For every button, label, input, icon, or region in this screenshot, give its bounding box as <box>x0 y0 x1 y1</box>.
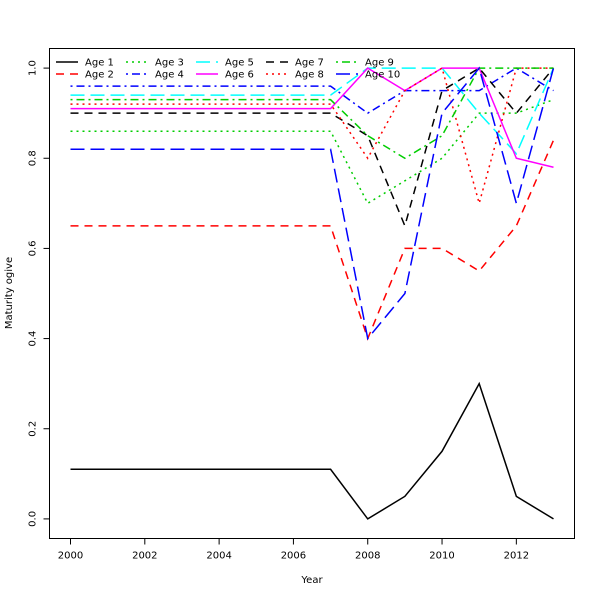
legend-label-age-4: Age 4 <box>155 70 184 81</box>
legend-label-age-8: Age 8 <box>295 70 324 81</box>
series-line-age-4 <box>70 67 554 115</box>
series-line-age-3 <box>70 98 554 205</box>
series-line-age-1 <box>70 381 554 520</box>
x-tick-label: 2000 <box>58 551 83 562</box>
legend-label-age-7: Age 7 <box>295 58 324 69</box>
y-tick-label: 1.0 <box>28 60 39 76</box>
legend-label-age-3: Age 3 <box>155 58 184 69</box>
y-tick-label: 0.8 <box>28 150 39 166</box>
x-tick-label: 2008 <box>355 551 380 562</box>
y-axis-title: Maturity ogive <box>4 257 15 329</box>
x-tick-label: 2010 <box>429 551 454 562</box>
series-line-age-8 <box>70 66 554 207</box>
legend-label-age-10: Age 10 <box>365 70 400 81</box>
legend-label-age-2: Age 2 <box>85 70 114 81</box>
x-tick-label: 2012 <box>504 551 529 562</box>
plot-frame <box>49 48 575 539</box>
series-line-age-9 <box>70 67 554 160</box>
series-line-age-2 <box>70 139 555 341</box>
y-tick-label: 0.0 <box>28 511 39 527</box>
series-line-age-7 <box>70 67 555 229</box>
plot-lines <box>70 66 555 520</box>
series-line-age-5 <box>70 67 555 156</box>
legend-label-age-9: Age 9 <box>365 58 394 69</box>
x-tick-label: 2006 <box>281 551 306 562</box>
x-tick-label: 2004 <box>206 551 231 562</box>
y-tick-label: 0.2 <box>28 421 39 437</box>
y-axis: 0.0 0.2 0.4 0.6 0.8 1.0 <box>28 60 50 527</box>
legend-label-age-1: Age 1 <box>85 58 114 69</box>
series-line-age-6 <box>70 67 554 169</box>
x-tick-label: 2002 <box>132 551 157 562</box>
x-axis-title: Year <box>300 575 323 586</box>
y-tick-label: 0.6 <box>28 240 39 256</box>
x-axis: 2000 2002 2004 2006 2008 2010 2012 <box>58 538 529 562</box>
legend-label-age-6: Age 6 <box>225 70 254 81</box>
series-line-age-10 <box>70 66 555 341</box>
legend-label-age-5: Age 5 <box>225 58 254 69</box>
y-tick-label: 0.4 <box>28 331 39 347</box>
